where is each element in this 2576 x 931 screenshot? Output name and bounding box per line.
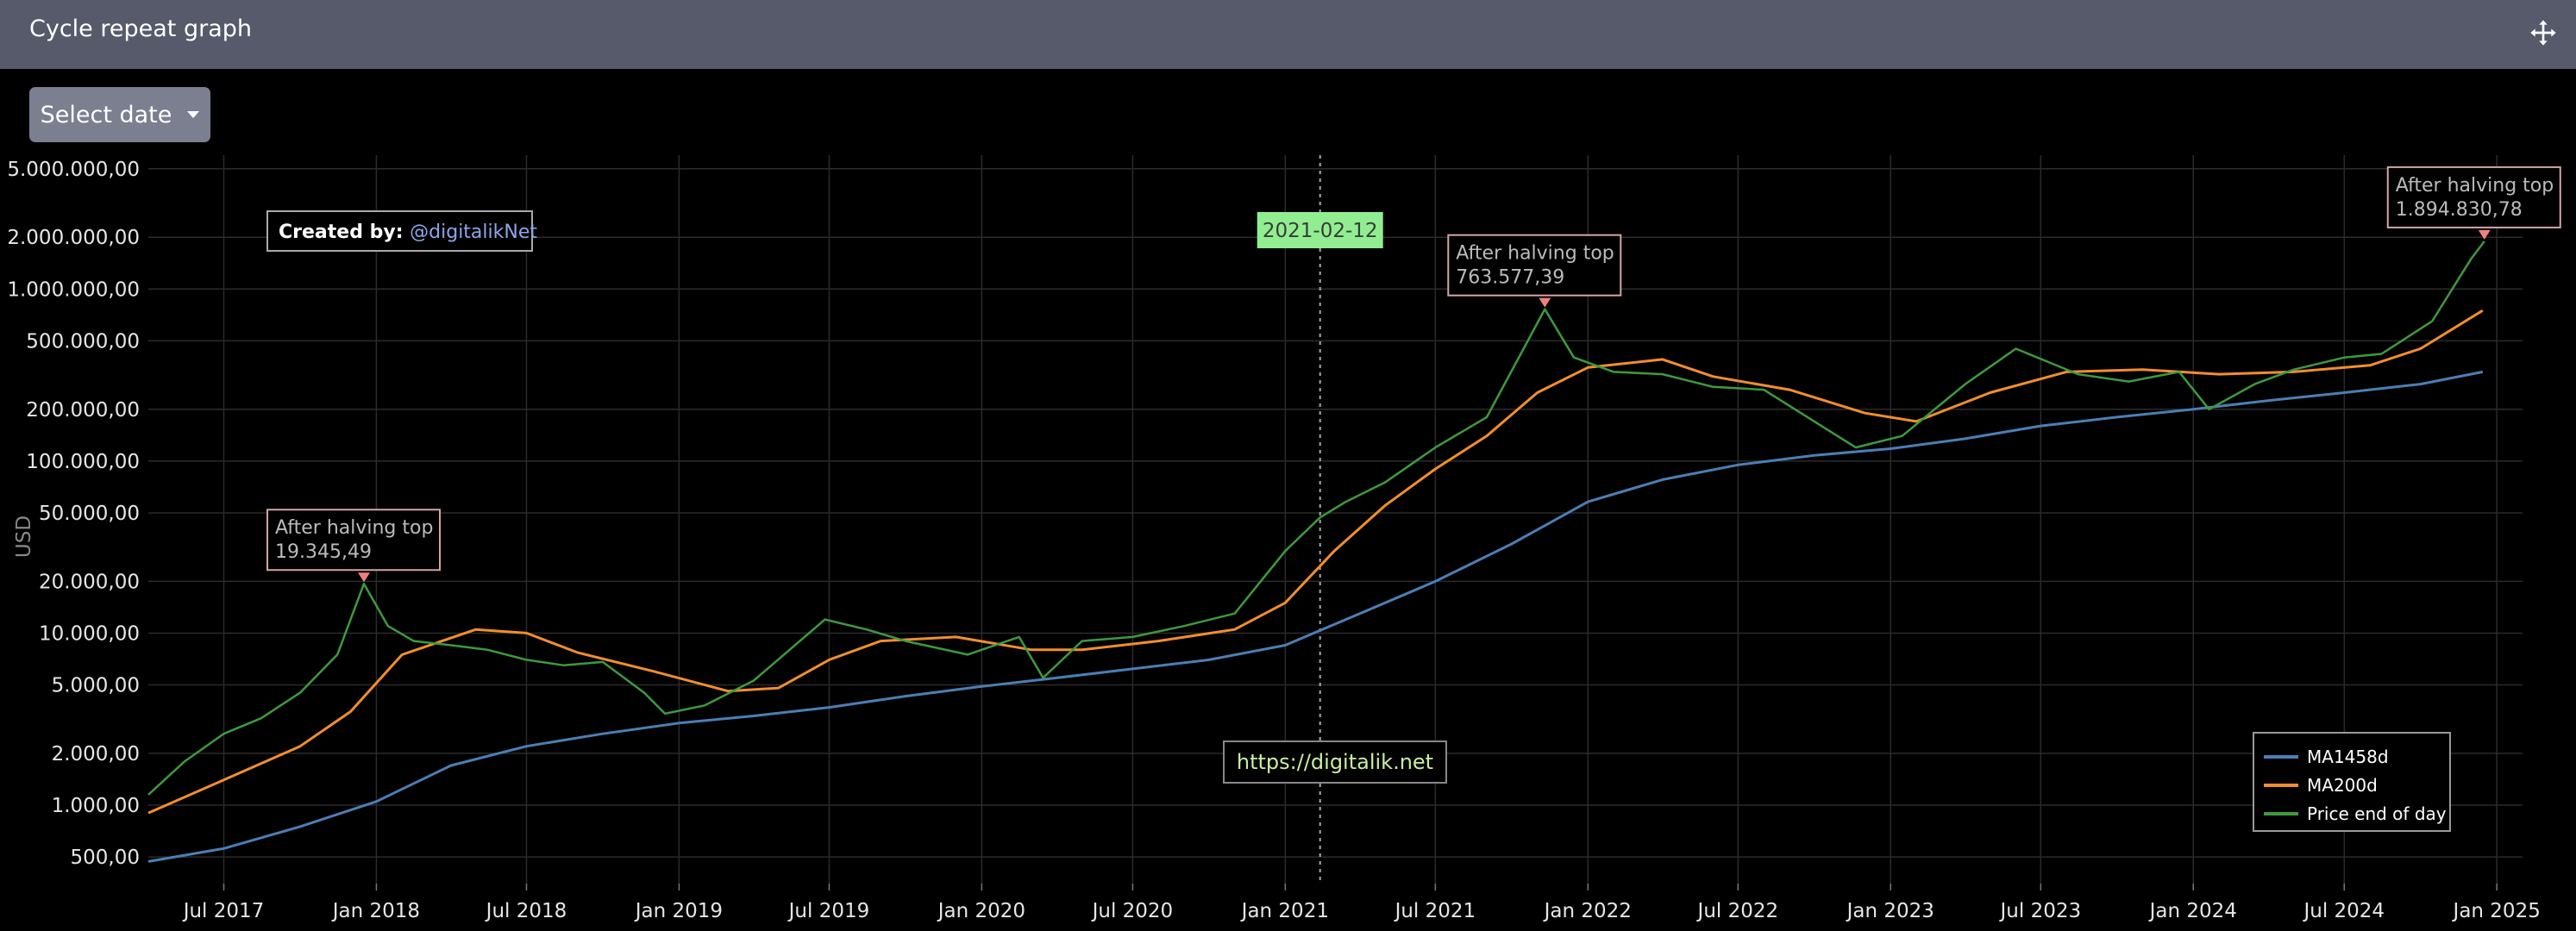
x-tick-label: Jan 2024 — [2148, 900, 2237, 922]
y-tick-label: 20.000,00 — [39, 571, 140, 593]
y-tick-label: 100.000,00 — [26, 451, 140, 473]
caret-down-icon — [187, 111, 200, 118]
x-tick-label: Jul 2017 — [182, 900, 265, 922]
watermark-text: https://digitalik.net — [1237, 750, 1433, 774]
x-tick-label: Jan 2023 — [1846, 900, 1934, 922]
title-bar: Cycle repeat graph — [0, 0, 2576, 69]
x-tick-label: Jul 2019 — [787, 900, 870, 922]
annotation-value: 19.345,49 — [275, 541, 372, 563]
watermark-box: https://digitalik.net — [1223, 740, 1447, 784]
y-tick-label: 2.000.000,00 — [7, 227, 140, 249]
annotation-arrow-icon — [358, 572, 371, 583]
date-marker-bg — [1257, 212, 1383, 248]
y-tick-label: 5.000.000,00 — [7, 159, 140, 181]
date-marker-text: 2021-02-12 — [1263, 220, 1378, 242]
x-tick-label: Jan 2020 — [937, 900, 1025, 922]
y-axis-label: USD — [13, 515, 35, 558]
y-tick-label: 500,00 — [71, 847, 140, 869]
x-tick-label: Jul 2020 — [1091, 900, 1174, 922]
annotation-box — [266, 509, 442, 572]
x-tick-label: Jan 2018 — [331, 900, 420, 922]
move-arrows-icon[interactable] — [2529, 19, 2557, 47]
x-tick-label: Jan 2021 — [1240, 900, 1329, 922]
window-title: Cycle repeat graph — [29, 16, 252, 42]
select-date-button[interactable]: Select date — [29, 87, 210, 142]
annotation-box — [2386, 166, 2561, 228]
cycle-chart: 500,00 1.000,00 2.000,00 5.000,00 10.000,00 2… — [7, 155, 2561, 922]
y-tick-label: 50.000,00 — [39, 503, 140, 525]
annotation-arrow-icon — [2478, 229, 2491, 240]
annotation-value: 1.894.830,78 — [2396, 199, 2523, 221]
annotation-title: After halving top — [1456, 243, 1614, 265]
series-line-price-end-of-day — [147, 241, 2485, 796]
series-line-ma200d — [147, 309, 2484, 815]
x-tick-label: Jan 2025 — [2452, 900, 2541, 922]
x-tick-label: Jul 2022 — [1696, 900, 1779, 922]
x-tick-label: Jul 2023 — [1999, 900, 2082, 922]
watermark-border — [1223, 740, 1447, 784]
legend: MA1458d MA200d Price end of day — [2253, 732, 2451, 832]
series-line-ma1458d — [147, 370, 2484, 863]
x-tick-label: Jan 2019 — [634, 900, 723, 922]
select-date-label: Select date — [40, 101, 172, 128]
y-tick-label: 500.000,00 — [26, 330, 140, 353]
x-tick-label: Jul 2018 — [485, 900, 567, 922]
y-tick-label: 10.000,00 — [39, 622, 140, 645]
y-tick-label: 200.000,00 — [26, 399, 140, 422]
legend-label: Price end of day — [2307, 803, 2447, 824]
annotation-title: After halving top — [275, 517, 433, 539]
annotation-value: 763.577,39 — [1456, 267, 1564, 289]
annotation-arrow-icon — [1539, 297, 1551, 308]
y-tick-label: 2.000,00 — [52, 743, 140, 765]
x-tick-label: Jul 2021 — [1394, 900, 1476, 922]
annotation-title: After halving top — [2396, 175, 2554, 197]
legend-label: MA1458d — [2307, 747, 2389, 767]
y-tick-label: 1.000,00 — [52, 795, 140, 817]
date-marker-label: 2021-02-12 — [1257, 212, 1383, 248]
y-tick-label: 1.000.000,00 — [7, 278, 140, 301]
annotation-box — [1447, 234, 1622, 297]
credit-border — [266, 210, 533, 252]
x-tick-label: Jan 2022 — [1543, 900, 1632, 922]
grid — [148, 155, 2523, 890]
credit-box: Created by: @digitalikNet — [266, 210, 537, 252]
credit-text: Created by: @digitalikNet — [279, 222, 537, 243]
x-tick-label: Jul 2024 — [2302, 900, 2385, 922]
legend-label: MA200d — [2307, 775, 2378, 796]
y-tick-label: 5.000,00 — [52, 675, 140, 697]
